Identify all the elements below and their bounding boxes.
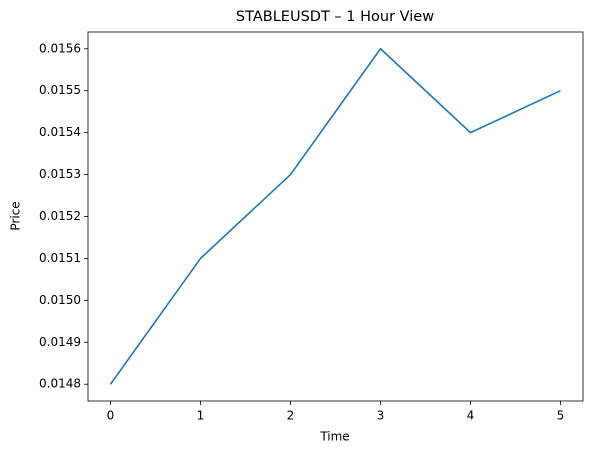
y-tick-label: 0.0153 — [39, 167, 81, 181]
y-tick-label: 0.0151 — [39, 251, 81, 265]
chart-title: STABLEUSDT – 1 Hour View — [236, 9, 434, 25]
x-tick-label: 2 — [287, 409, 295, 423]
y-tick-label: 0.0152 — [39, 209, 81, 223]
x-tick-label: 4 — [467, 409, 475, 423]
y-tick-label: 0.0148 — [39, 377, 81, 391]
y-tick-label: 0.0150 — [39, 293, 81, 307]
line — [109, 47, 561, 385]
y-tick-label: 0.0149 — [39, 335, 81, 349]
x-tick-label: 3 — [377, 409, 385, 423]
x-tick-label: 1 — [197, 409, 205, 423]
x-tick-label: 0 — [107, 409, 115, 423]
x-axis-label: Time — [319, 430, 349, 444]
y-tick-label: 0.0156 — [39, 41, 81, 55]
plot-frame — [87, 31, 584, 402]
y-tick-label: 0.0154 — [39, 125, 81, 139]
y-tick-label: 0.0155 — [39, 83, 81, 97]
y-axis-label: Price — [9, 201, 23, 230]
x-tick-label: 5 — [557, 409, 565, 423]
